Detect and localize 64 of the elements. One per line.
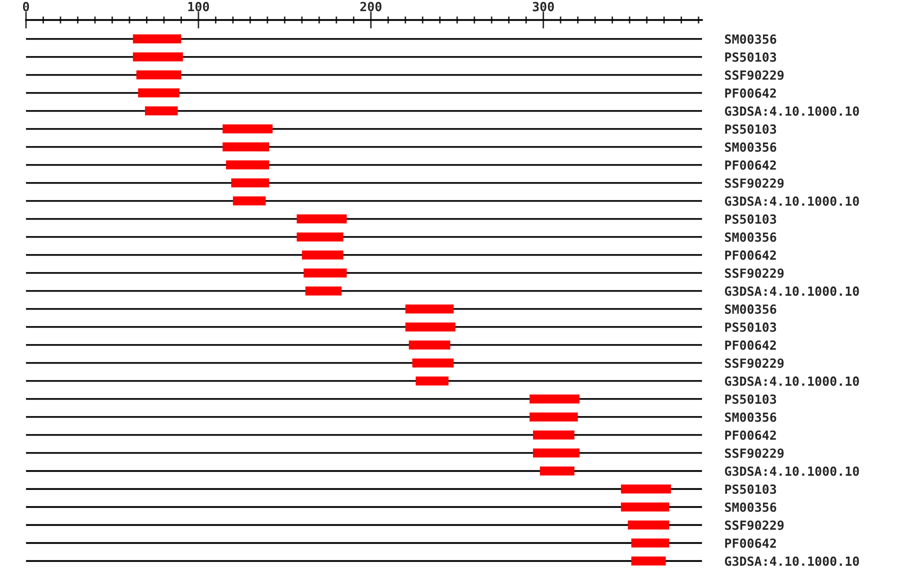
y-tick-label: PF00642: [725, 538, 776, 548]
y-tick-label: G3DSA:4.10.1000.10: [724, 376, 859, 386]
y-tick-label: SSF90229: [725, 520, 784, 530]
x-tick-label: 0: [22, 2, 30, 12]
y-tick-label: PF00642: [725, 340, 776, 350]
bar: [305, 286, 342, 296]
bar: [222, 124, 273, 134]
bar: [408, 340, 450, 350]
y-tick-label: G3DSA:4.10.1000.10: [724, 466, 859, 476]
bar: [631, 556, 666, 566]
bar: [412, 358, 454, 368]
y-tick-label: G3DSA:4.10.1000.10: [724, 556, 859, 566]
bar: [405, 304, 454, 314]
y-tick-label: SSF90229: [725, 70, 784, 80]
y-tick-label: SM00356: [725, 412, 776, 422]
y-tick-label: PS50103: [725, 52, 776, 62]
bar: [628, 520, 670, 530]
x-tick-label: 100: [188, 2, 209, 12]
y-tick-label: SSF90229: [725, 448, 784, 458]
bar: [132, 34, 182, 44]
bar: [533, 430, 574, 440]
bar: [533, 448, 580, 458]
y-tick-label: SM00356: [725, 502, 776, 512]
y-tick-label: G3DSA:4.10.1000.10: [724, 106, 859, 116]
bar: [132, 52, 183, 62]
y-tick-label: SM00356: [725, 304, 776, 314]
y-tick-label: SM00356: [725, 232, 776, 242]
y-tick-label: PS50103: [725, 214, 776, 224]
bar: [296, 214, 347, 224]
y-tick-label: PS50103: [725, 124, 776, 134]
y-tick-label: PS50103: [725, 484, 776, 494]
bar: [416, 376, 448, 386]
y-tick-label: G3DSA:4.10.1000.10: [724, 286, 859, 296]
bar: [302, 250, 344, 260]
bar: [620, 502, 670, 512]
bar: [631, 538, 670, 548]
bar: [530, 394, 580, 404]
y-tick-label: SSF90229: [725, 268, 784, 278]
y-tick-label: SM00356: [725, 34, 776, 44]
bar: [138, 88, 180, 98]
y-tick-label: PF00642: [725, 160, 776, 170]
y-tick-label: PF00642: [725, 250, 776, 260]
bar: [530, 412, 578, 422]
y-tick-label: PF00642: [725, 88, 776, 98]
y-tick-label: SSF90229: [725, 358, 784, 368]
x-tick-label: 300: [532, 2, 554, 12]
x-tick-label: 200: [360, 2, 382, 12]
bar: [304, 268, 347, 278]
bar: [226, 160, 270, 170]
bar: [231, 178, 270, 188]
y-tick-label: PF00642: [725, 430, 776, 440]
bar: [222, 142, 270, 152]
y-tick-label: PS50103: [725, 394, 776, 404]
y-tick-label: PS50103: [725, 322, 776, 332]
bar: [296, 232, 344, 242]
bar: [232, 196, 266, 206]
bar: [136, 70, 182, 80]
bar: [144, 106, 178, 116]
bar: [620, 484, 671, 494]
bar: [540, 466, 574, 476]
y-tick-label: G3DSA:4.10.1000.10: [724, 196, 859, 206]
y-tick-label: SM00356: [725, 142, 776, 152]
bar: [405, 322, 456, 332]
y-tick-label: SSF90229: [725, 178, 784, 188]
